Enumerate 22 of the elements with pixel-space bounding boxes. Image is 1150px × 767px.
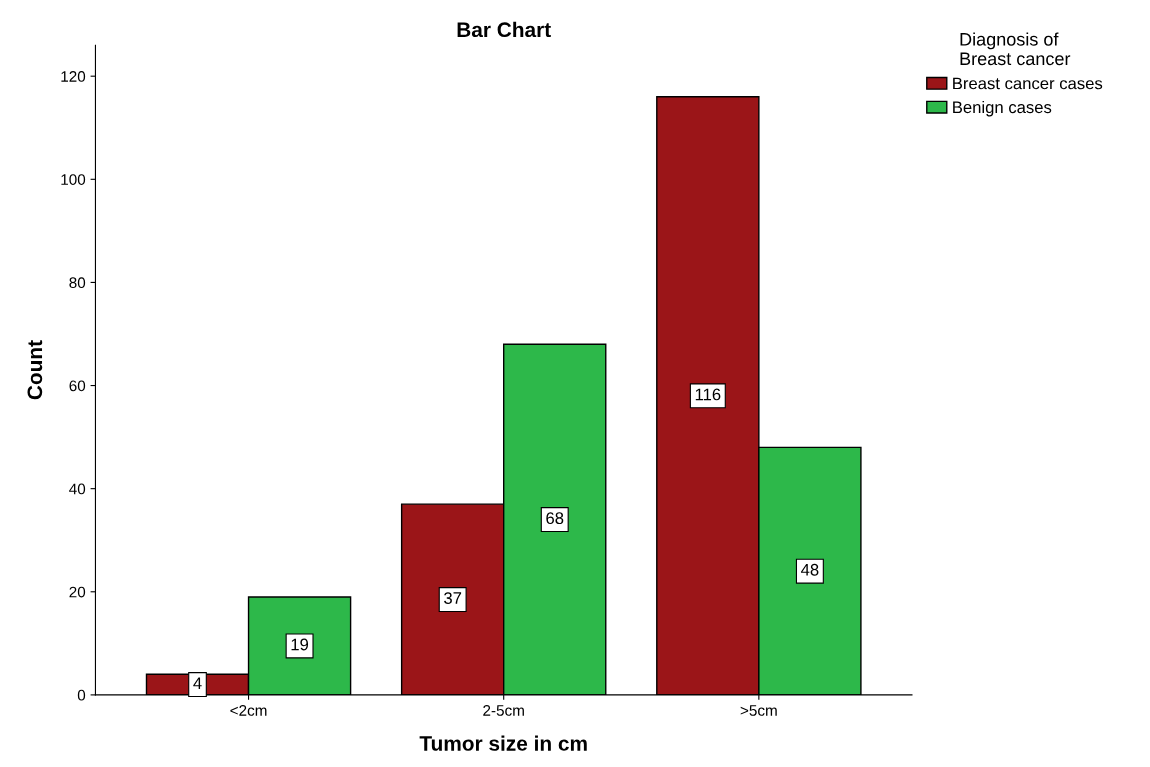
y-tick-label: 120 xyxy=(61,71,86,82)
data-label: 68 xyxy=(546,512,564,525)
legend-label: Benign cases xyxy=(953,100,1052,117)
legend-title: Diagnosis of Breast cancer xyxy=(960,32,1071,66)
y-tick-label: 40 xyxy=(69,483,86,495)
x-tick-label: >5cm xyxy=(740,705,777,716)
data-label: 4 xyxy=(193,677,202,689)
x-tick-label: <2cm xyxy=(230,705,267,716)
y-tick-label: 0 xyxy=(77,689,86,701)
y-tick-label: 20 xyxy=(69,586,86,598)
y-tick-label: 100 xyxy=(61,174,86,185)
y-tick-label: 80 xyxy=(69,277,86,289)
data-label: 116 xyxy=(695,388,721,401)
y-axis-title: Count xyxy=(27,340,43,400)
legend-label: Breast cancer cases xyxy=(953,77,1103,90)
data-label: 48 xyxy=(801,563,819,576)
data-label: 19 xyxy=(291,638,309,651)
x-tick-label: 2-5cm xyxy=(483,705,524,716)
y-tick-label: 60 xyxy=(69,380,86,392)
chart-title: Bar Chart xyxy=(457,21,551,38)
data-label: 37 xyxy=(444,592,462,604)
x-axis-title: Tumor size in cm xyxy=(419,735,587,751)
